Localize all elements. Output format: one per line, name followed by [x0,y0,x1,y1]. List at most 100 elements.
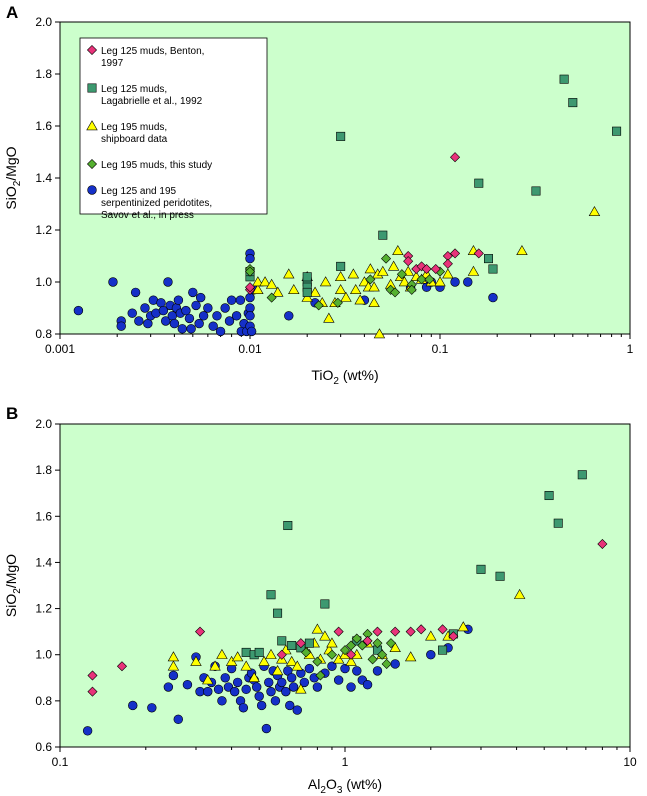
point-ship [368,281,380,292]
point-savov [226,295,237,305]
point-benton [450,248,461,259]
point-savov [270,696,281,706]
point-ship [354,294,366,305]
point-savov [333,675,344,685]
point-savov [352,666,362,676]
legend-label: Leg 125 and 195 [101,186,177,197]
point-benton [87,670,98,681]
point-ship [347,268,360,279]
point-savov [208,321,218,331]
point-savov [224,316,235,326]
x-tick-label: 10 [623,755,637,769]
point-savov [281,686,291,697]
point-ship [240,660,252,671]
point-savov [160,316,171,326]
point-benton [390,626,401,637]
x-tick-label: 1 [342,755,349,769]
legend-marker-study [86,158,98,170]
point-savov [220,673,230,683]
point-benton [448,631,459,642]
point-savov [285,700,295,711]
point-savov [116,321,126,331]
legend-label: serpentinized peridotites, [101,198,212,209]
y-tick-label: 1.4 [35,171,52,185]
point-savov [235,295,246,305]
point-lagab [559,74,569,84]
point-lagab [544,491,554,501]
point-lagab [302,287,312,297]
point-ship [323,312,335,323]
legend-label: shipboard data [101,134,168,145]
point-savov [73,305,84,316]
point-benton [195,626,206,637]
point-savov [163,277,173,287]
point-benton [473,248,484,259]
point-study [424,274,435,285]
y-tick-label: 2.0 [35,15,52,29]
point-savov [245,303,255,313]
point-lagab [553,518,563,528]
legend-label: 1997 [101,58,124,69]
point-savov [426,650,436,660]
point-savov [231,311,242,321]
point-savov [245,311,255,321]
point-ship [309,286,321,297]
point-ship [295,683,307,694]
data-points [82,470,608,736]
y-tick-label: 1.0 [35,648,52,662]
point-lagab [273,608,283,618]
point-ship [291,660,303,671]
legend-box [79,37,268,215]
point-savov [82,726,93,736]
point-ship [252,283,264,295]
point-study [406,284,417,295]
point-study [357,640,368,651]
point-benton [442,258,453,269]
y-tick-label: 1.8 [35,67,52,81]
point-savov [108,277,118,287]
legend: Leg 125 muds, Benton,1997 Leg 125 muds,La… [79,37,268,221]
point-savov [390,659,400,669]
point-ship [588,205,601,216]
point-study [390,287,401,298]
point-study [377,649,388,660]
point-benton [333,626,344,637]
plot-area [59,423,631,748]
point-lagab [438,645,448,655]
point-ship [377,265,389,276]
point-savov [284,311,294,321]
y-tick-label: 1.8 [35,463,52,477]
point-savov [186,324,196,334]
point-study [365,274,376,285]
point-ship [248,671,260,682]
point-savov [173,295,184,305]
point-ship [387,260,400,271]
point-savov [288,682,299,692]
point-benton [430,263,441,275]
point-benton [405,626,416,637]
x-tick-label: 1 [627,342,634,356]
point-savov [147,703,157,713]
point-study [351,633,362,644]
point-lagab [336,131,346,141]
point-savov [241,684,251,695]
y-tick-label: 1.6 [35,119,52,133]
point-savov [362,680,373,690]
point-savov [254,691,264,701]
point-ship [272,286,284,297]
point-lagab [488,264,498,274]
point-benton [372,626,383,637]
point-study [326,649,337,660]
point-savov [340,663,350,674]
y-tick-label: 2.0 [35,417,52,431]
point-ship [202,674,214,685]
point-benton [295,638,306,649]
x-tick-label: 0.001 [45,342,75,356]
point-ship [252,276,264,287]
legend-label: Leg 125 muds, Benton, [101,46,204,57]
point-savov [372,666,383,676]
point-savov [252,682,262,692]
y-tick-label: 1.0 [35,275,52,289]
legend-marker-lagab [87,83,97,93]
